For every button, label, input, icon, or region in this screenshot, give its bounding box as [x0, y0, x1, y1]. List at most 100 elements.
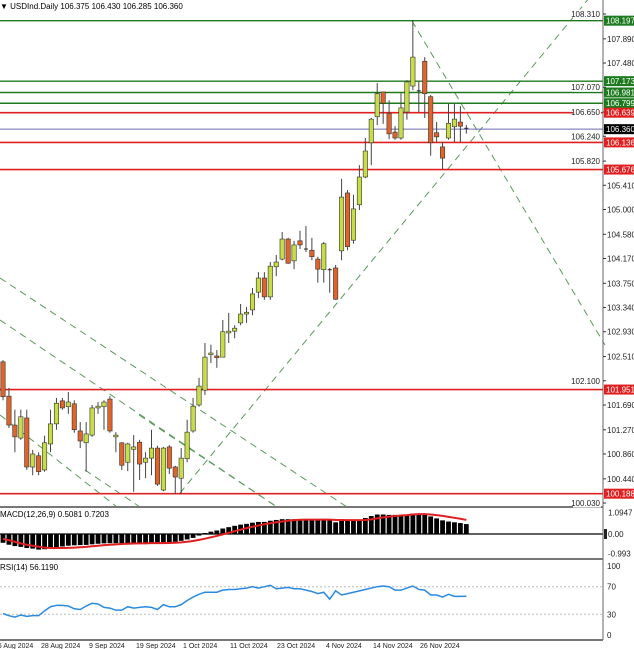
level-label: 106.639	[606, 109, 634, 118]
symbol-label: USDInd.Daily	[10, 2, 59, 11]
macd-histogram-bar	[113, 534, 119, 544]
trendline	[0, 319, 278, 508]
candle-bear	[0, 361, 6, 398]
candle-bear	[345, 192, 351, 247]
price-tick-label-bg	[573, 107, 601, 117]
candle-bear	[36, 455, 42, 473]
macd-histogram-bar	[220, 528, 226, 534]
candle-bull	[291, 244, 297, 262]
candle-bear	[422, 60, 428, 95]
price-tick-label: 107.070	[571, 83, 600, 92]
trendline	[84, 469, 141, 508]
macd-histogram-bar	[160, 534, 166, 543]
price-tick-label-bg	[573, 156, 601, 166]
level-label: 101.951	[606, 386, 634, 395]
price-tick-label: 103.750	[607, 279, 634, 288]
macd-histogram-bar	[54, 534, 59, 548]
macd-histogram-bar	[386, 514, 392, 534]
triangle-down-icon[interactable]: ▼	[0, 2, 8, 11]
macd-histogram-bar	[339, 520, 344, 534]
price-tick-label: 105.820	[571, 157, 600, 166]
macd-histogram-bar	[172, 534, 178, 542]
macd-histogram-bar	[101, 534, 107, 544]
price-tick-label: 105.000	[607, 205, 634, 214]
rsi-tick-label: 70	[607, 583, 616, 592]
price-tick-label: 101.270	[607, 426, 634, 435]
rsi-panel[interactable]	[0, 584, 603, 618]
macd-histogram-bar	[315, 519, 321, 534]
macd-histogram-bar	[457, 523, 463, 534]
time-tick-label: 28 Aug 2024	[41, 643, 80, 649]
price-tick-label-bg	[573, 82, 601, 92]
candle-bull	[255, 277, 261, 293]
candle-bull	[339, 196, 345, 252]
candle-bull	[18, 416, 24, 439]
macd-histogram-bar	[351, 520, 356, 534]
macd-histogram-bar	[214, 530, 220, 534]
candle-bull	[445, 122, 451, 139]
price-tick-label: 102.100	[571, 377, 600, 386]
macd-histogram-bar	[404, 514, 410, 534]
candle-bull	[244, 311, 250, 315]
macd-histogram-bar	[95, 534, 101, 544]
macd-histogram-bar	[89, 534, 95, 545]
candle-bear	[392, 131, 398, 139]
candle-bear	[297, 240, 303, 246]
candle-bear	[315, 258, 321, 270]
macd-histogram-bar	[368, 516, 374, 534]
price-panel[interactable]	[0, 0, 606, 508]
candle-bull	[321, 243, 327, 271]
candle-bull	[83, 433, 89, 444]
time-tick-label: 14 Nov 2024	[373, 643, 413, 649]
price-tick-label-bg	[573, 9, 601, 19]
macd-histogram-bar	[65, 534, 71, 546]
candle-bull	[65, 401, 71, 408]
macd-histogram-bar	[446, 521, 451, 534]
macd-histogram-bar	[30, 534, 36, 549]
time-tick-label: 19 Sep 2024	[136, 643, 176, 649]
open-value: 106.375	[60, 2, 90, 11]
macd-histogram-bar	[380, 514, 386, 534]
candle-bear	[333, 267, 339, 300]
macd-histogram-bar	[155, 534, 160, 544]
candle-bear	[214, 355, 220, 359]
macd-histogram-bar	[291, 519, 297, 534]
macd-histogram-bar	[279, 519, 285, 534]
time-tick-label: 23 Oct 2024	[277, 643, 315, 649]
macd-histogram-bar	[202, 533, 208, 534]
candle-bear	[428, 96, 434, 144]
level-label: 106.799	[606, 99, 634, 108]
macd-histogram-bar	[166, 534, 172, 543]
candle-bull	[374, 93, 380, 118]
level-label-bg	[604, 137, 634, 148]
macd-histogram-bar	[18, 534, 24, 547]
trendline	[179, 0, 589, 494]
price-tick-label: 102.510	[607, 353, 634, 362]
price-tick-label: 100.860	[607, 450, 634, 459]
macd-panel[interactable]	[0, 513, 603, 550]
macd-histogram-bar	[125, 534, 131, 544]
price-tick-label: 106.650	[571, 108, 600, 117]
trendline	[138, 414, 278, 508]
candle-bear	[386, 112, 392, 135]
candle-bear	[166, 446, 172, 469]
rsi-label: RSI(14) 56.1190	[0, 563, 59, 572]
macd-histogram-bar	[261, 521, 267, 534]
macd-histogram-bar	[273, 519, 279, 534]
candle-bull	[368, 118, 374, 144]
price-tick-label-bg	[573, 498, 601, 508]
macd-histogram-bar	[190, 534, 196, 538]
price-tick-label: 104.580	[607, 230, 634, 239]
candle-bear	[457, 121, 463, 127]
candle-bull	[232, 327, 238, 332]
close-value: 106.360	[153, 2, 183, 11]
candle-bull	[208, 352, 214, 356]
price-tick-label: 100.030	[571, 499, 600, 508]
candle-bull	[362, 150, 368, 178]
macd-histogram-bar	[362, 518, 368, 534]
candle-bull	[178, 457, 184, 479]
macd-label: MACD(12,26,9) 0.5081 0.7203	[0, 510, 109, 519]
macd-histogram-bar	[398, 514, 404, 534]
